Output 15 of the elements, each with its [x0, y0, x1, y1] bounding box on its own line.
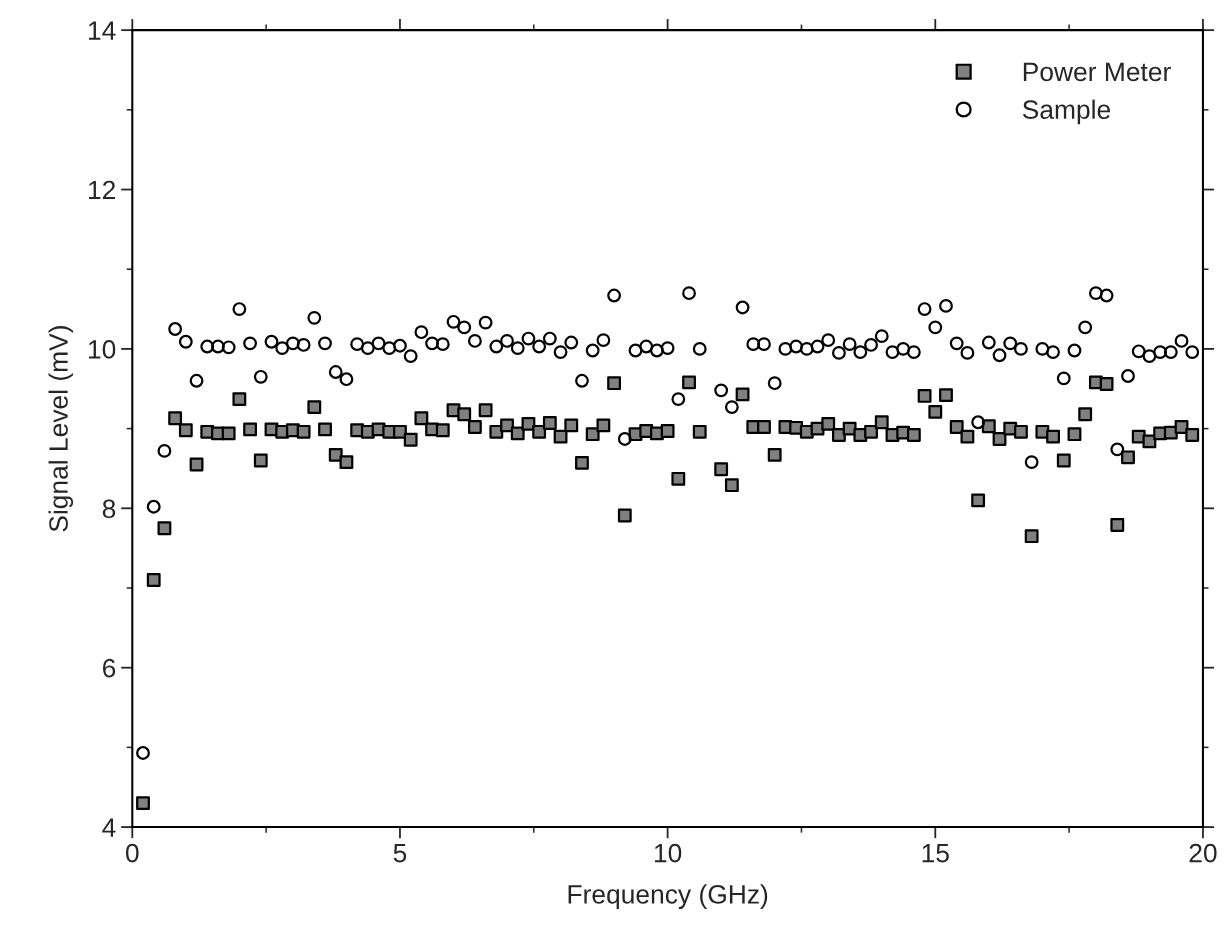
legend-label: Power Meter — [1023, 62, 1171, 82]
legend-label: Sample — [1022, 99, 1111, 125]
y-tick-label: 10 — [88, 340, 116, 359]
x-tick-label: 10 — [654, 843, 682, 863]
y-tick-label: 14 — [88, 21, 116, 40]
x-axis-title: Frequency (GHz) — [568, 884, 768, 909]
y-axis-title: Signal Level (mV) — [48, 326, 74, 532]
y-tick-label: 12 — [88, 180, 116, 200]
x-tick-label: 20 — [1189, 843, 1217, 863]
y-tick-label: 8 — [102, 499, 116, 519]
y-tick-label: 6 — [102, 658, 116, 678]
x-tick-label: 0 — [125, 843, 139, 863]
x-tick-label: 15 — [922, 844, 949, 863]
x-tick-label: 5 — [393, 844, 407, 863]
y-tick-label: 4 — [102, 818, 116, 837]
